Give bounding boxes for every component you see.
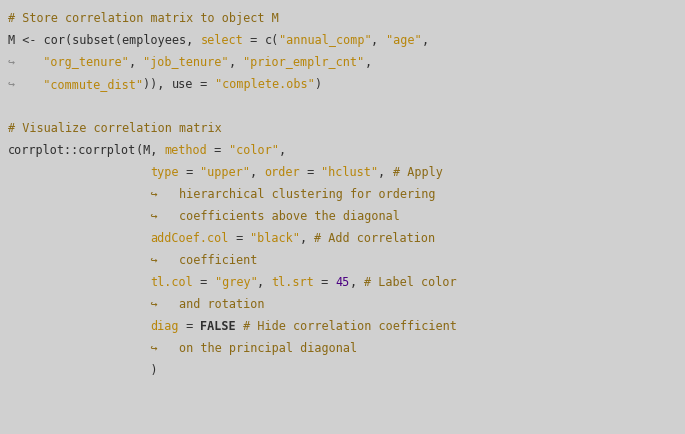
Text: ↪   on the principal diagonal: ↪ on the principal diagonal <box>8 341 357 354</box>
Text: =: = <box>243 34 264 47</box>
Text: )),: )), <box>143 78 172 91</box>
Text: ↪   coefficient: ↪ coefficient <box>8 253 258 266</box>
Text: # Visualize correlation matrix: # Visualize correlation matrix <box>8 122 222 135</box>
Text: FALSE: FALSE <box>201 319 236 332</box>
Text: order: order <box>264 166 300 178</box>
Text: ,: , <box>258 275 272 288</box>
Text: "color": "color" <box>229 144 279 157</box>
Text: ): ) <box>314 78 321 91</box>
Text: =: = <box>193 275 214 288</box>
Text: "annual_comp": "annual_comp" <box>279 34 371 47</box>
Text: M <- cor(subset(employees,: M <- cor(subset(employees, <box>8 34 201 47</box>
Text: ,: , <box>279 144 286 157</box>
Text: =: = <box>208 144 229 157</box>
Text: method: method <box>165 144 208 157</box>
Text: =: = <box>300 166 321 178</box>
Text: "hclust": "hclust" <box>321 166 379 178</box>
Text: ,: , <box>229 56 243 69</box>
Text: # Apply: # Apply <box>393 166 443 178</box>
Text: =: = <box>314 275 336 288</box>
Text: # Hide correlation coefficient: # Hide correlation coefficient <box>236 319 457 332</box>
Text: (M,: (M, <box>136 144 165 157</box>
Text: ↪   coefficients above the diagonal: ↪ coefficients above the diagonal <box>8 210 400 223</box>
Text: ,: , <box>364 56 371 69</box>
Text: # Store correlation matrix to object M: # Store correlation matrix to object M <box>8 12 279 25</box>
Text: ): ) <box>8 363 158 376</box>
Text: ,: , <box>350 275 364 288</box>
Text: "age": "age" <box>386 34 421 47</box>
Text: # Add correlation: # Add correlation <box>314 231 436 244</box>
Text: 45: 45 <box>336 275 350 288</box>
Text: "prior_emplr_cnt": "prior_emplr_cnt" <box>243 56 364 69</box>
Text: use: use <box>172 78 193 91</box>
Text: ↪: ↪ <box>8 78 29 91</box>
Text: tl.col: tl.col <box>151 275 193 288</box>
Text: type: type <box>151 166 179 178</box>
Text: corrplot::corrplot: corrplot::corrplot <box>8 144 136 157</box>
Text: ↪: ↪ <box>8 56 29 69</box>
Text: diag: diag <box>151 319 179 332</box>
Text: ,: , <box>371 34 386 47</box>
Text: ↪   hierarchical clustering for ordering: ↪ hierarchical clustering for ordering <box>8 187 436 201</box>
Text: =: = <box>229 231 250 244</box>
Text: ,: , <box>300 231 314 244</box>
Text: select: select <box>201 34 243 47</box>
Text: "commute_dist": "commute_dist" <box>29 78 143 91</box>
Text: =: = <box>179 319 201 332</box>
Text: tl.srt: tl.srt <box>272 275 314 288</box>
Text: "job_tenure": "job_tenure" <box>143 56 229 69</box>
Text: "grey": "grey" <box>214 275 258 288</box>
Text: ,: , <box>129 56 143 69</box>
Text: addCoef.col: addCoef.col <box>151 231 229 244</box>
Text: "org_tenure": "org_tenure" <box>29 56 129 69</box>
Text: ,: , <box>250 166 264 178</box>
Text: "complete.obs": "complete.obs" <box>214 78 314 91</box>
Text: # Label color: # Label color <box>364 275 457 288</box>
Text: ↪   and rotation: ↪ and rotation <box>8 297 264 310</box>
Text: "upper": "upper" <box>201 166 250 178</box>
Text: =: = <box>179 166 201 178</box>
Text: "black": "black" <box>250 231 300 244</box>
Text: ,: , <box>379 166 393 178</box>
Text: c(: c( <box>264 34 279 47</box>
Text: ,: , <box>421 34 428 47</box>
Text: =: = <box>193 78 214 91</box>
